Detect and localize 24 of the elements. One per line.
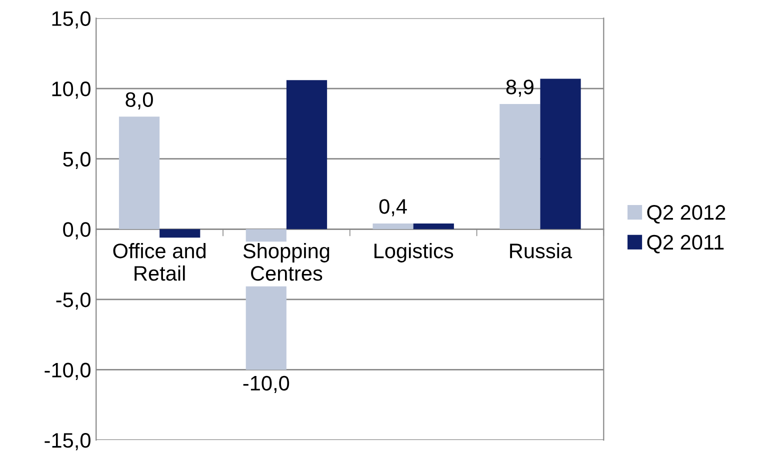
data-label: 8,0 (126, 92, 153, 110)
x-tick-label: Logistics (374, 243, 454, 262)
x-tick-label: Shopping Centres (243, 243, 330, 281)
data-label: 0,4 (379, 199, 407, 216)
y-tick-label: -15,0 (44, 433, 90, 450)
y-tick-label: -10,0 (44, 362, 90, 380)
y-tick-label: 10,0 (52, 82, 90, 99)
data-label: -10,0 (243, 376, 290, 394)
bar (540, 78, 581, 230)
legend-label: Q2 2012 (647, 205, 726, 224)
y-tick-label: -5,0 (56, 292, 90, 310)
bar (118, 116, 160, 230)
bar (286, 80, 328, 230)
x-tick-label: Russia (510, 243, 572, 258)
x-tick-label: Office and Retail (113, 243, 206, 281)
data-label: 8,9 (506, 80, 534, 97)
legend-label: Q2 2011 (647, 234, 724, 254)
bar (372, 224, 414, 230)
y-tick-label: 5,0 (63, 152, 90, 170)
y-tick-label: 15,0 (52, 11, 90, 28)
bar (500, 104, 540, 230)
y-tick-label: 0,0 (63, 222, 90, 240)
bar (413, 224, 454, 230)
bar (160, 229, 200, 238)
